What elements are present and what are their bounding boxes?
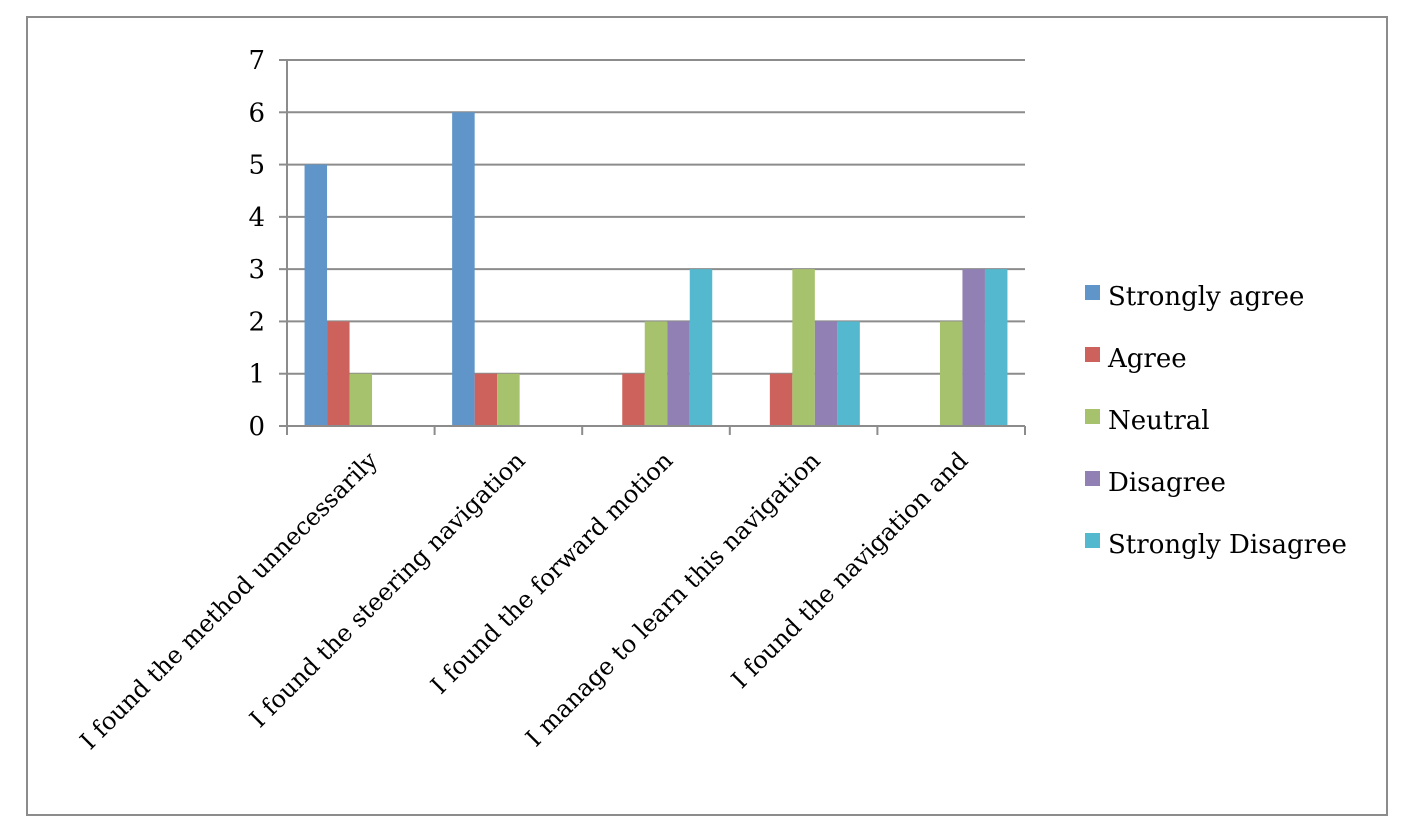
category-label: I found the forward motion bbox=[425, 446, 678, 699]
y-tick-label: 1 bbox=[248, 360, 265, 390]
bars bbox=[304, 112, 1008, 427]
legend-label: Disagree bbox=[1108, 468, 1226, 498]
bar-agree bbox=[474, 373, 498, 426]
bar-neutral bbox=[349, 373, 373, 426]
y-tick-label: 4 bbox=[248, 203, 265, 233]
bar-agree bbox=[327, 321, 350, 426]
bar-strongly-agree bbox=[304, 164, 328, 427]
category-label: I found the steering navigation bbox=[244, 446, 530, 732]
legend-swatch bbox=[1085, 471, 1100, 486]
y-tick-label: 6 bbox=[248, 98, 265, 128]
axes bbox=[279, 59, 1026, 435]
category-label: I found the navigation and bbox=[726, 446, 973, 693]
bar-strongly-agree bbox=[452, 112, 475, 427]
bar-neutral bbox=[644, 321, 668, 426]
bar-agree bbox=[622, 373, 645, 426]
bar-disagree bbox=[962, 269, 985, 426]
legend-swatch bbox=[1085, 285, 1100, 300]
legend-label: Strongly Disagree bbox=[1108, 530, 1347, 560]
bar-strongly-disagree bbox=[689, 269, 713, 426]
y-tick-label: 0 bbox=[248, 412, 265, 442]
legend-label: Agree bbox=[1107, 344, 1187, 374]
category-label: I found the method unnecessarily bbox=[75, 446, 384, 755]
y-tick-labels: 0 1 2 3 4 5 6 7 bbox=[248, 46, 265, 442]
bar-neutral bbox=[792, 269, 815, 426]
bar-strongly-disagree bbox=[837, 321, 860, 426]
bar-agree bbox=[769, 373, 793, 426]
bar-disagree bbox=[667, 321, 690, 426]
y-tick-label: 5 bbox=[248, 151, 265, 181]
legend-label: Strongly agree bbox=[1108, 282, 1304, 312]
bar-neutral bbox=[939, 321, 963, 426]
y-tick-label: 3 bbox=[248, 255, 265, 285]
bar-strongly-disagree bbox=[984, 269, 1008, 426]
y-tick-label: 2 bbox=[248, 307, 265, 337]
bar-disagree bbox=[814, 321, 838, 426]
legend-swatch bbox=[1085, 533, 1100, 548]
gridlines bbox=[287, 59, 1025, 375]
category-label: I manage to learn this navigation bbox=[520, 446, 826, 752]
legend-label: Neutral bbox=[1108, 406, 1210, 436]
legend-swatch bbox=[1085, 347, 1100, 362]
legend-swatch bbox=[1085, 409, 1100, 424]
bar-neutral bbox=[497, 373, 520, 426]
y-tick-label: 7 bbox=[248, 46, 265, 76]
legend: Strongly agree Agree Neutral Disagree Strong… bbox=[1085, 282, 1347, 560]
